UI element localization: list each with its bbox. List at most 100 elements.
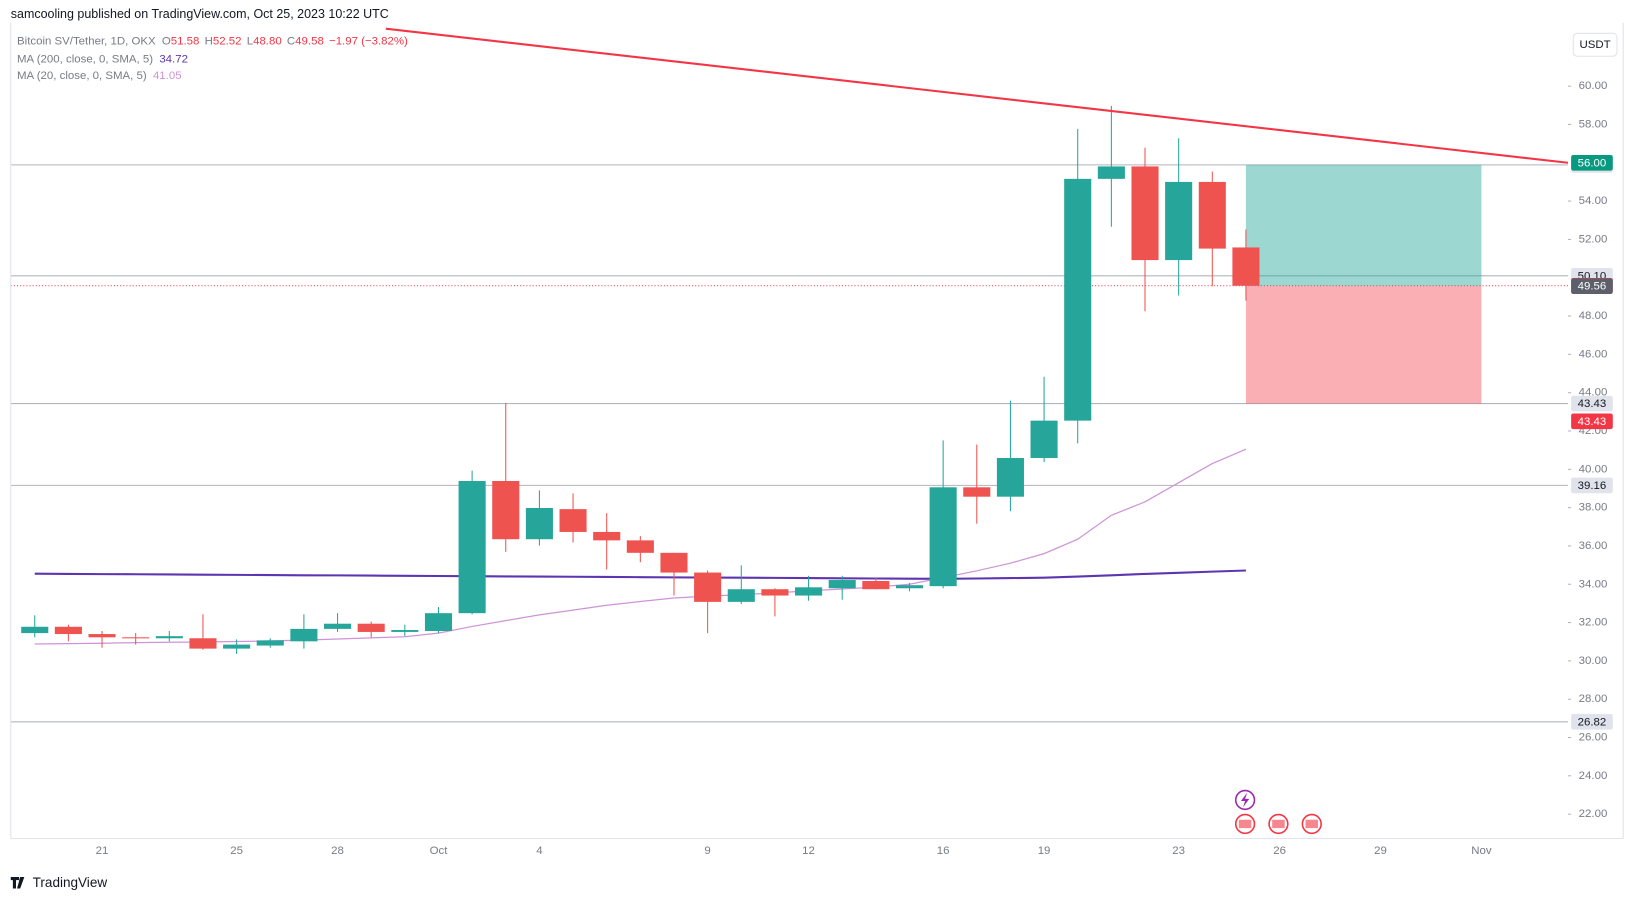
candle-body xyxy=(54,626,82,635)
candle-body xyxy=(862,580,890,590)
ohlc: O51.58 H52.52 L48.80 C49.58 xyxy=(162,36,324,48)
ohlc-key: L xyxy=(247,36,253,48)
x-tick-label: 19 xyxy=(1038,845,1051,857)
flag xyxy=(1272,819,1285,829)
ohlc-value: 51.58 xyxy=(171,36,200,48)
ma-legend: MA (200, close, 0, SMA, 5) 34.72 MA (20, c… xyxy=(17,53,188,82)
x-tick-label: 28 xyxy=(331,845,344,857)
candle-body xyxy=(895,585,924,589)
candle-body xyxy=(189,638,217,649)
candle-body xyxy=(996,457,1024,497)
x-tick-label: 21 xyxy=(96,845,109,857)
candle-body xyxy=(795,587,823,596)
symbol-legend: Bitcoin SV/Tether, 1D, OKX O51.58 H52.52 L4… xyxy=(17,36,408,48)
x-tick-label: 26 xyxy=(1273,845,1286,857)
y-tick-label: 44.00 xyxy=(1579,387,1608,399)
candle-body xyxy=(424,613,453,631)
candle-body xyxy=(828,580,856,589)
candle-body xyxy=(727,589,755,602)
x-tick-label: 9 xyxy=(704,845,710,857)
candle-body xyxy=(223,644,251,649)
candle-body xyxy=(1232,247,1260,286)
moving-average xyxy=(34,569,1246,580)
currency-button[interactable] xyxy=(1572,32,1618,57)
candle-body xyxy=(626,540,654,553)
y-tick-label: 26.00 xyxy=(1579,732,1608,744)
ohlc-value: 49.58 xyxy=(295,36,324,48)
brand-logo xyxy=(10,877,25,889)
price-tag-label: 43.43 xyxy=(1578,416,1607,428)
ma-name: MA (200, close, 0, SMA, 5) xyxy=(17,53,153,65)
event-icons xyxy=(1234,789,1322,835)
y-tick-label: 48.00 xyxy=(1579,310,1608,322)
flag xyxy=(1305,819,1319,829)
flag-icons[interactable] xyxy=(1234,813,1322,835)
price-tag xyxy=(1571,154,1613,171)
y-tick-label: 38.00 xyxy=(1579,502,1608,514)
candle-body xyxy=(1064,178,1092,421)
candle-body xyxy=(1131,166,1159,261)
y-tick-label: 28.00 xyxy=(1579,693,1608,705)
ohlc-value: 52.52 xyxy=(213,36,242,48)
loss-zone xyxy=(1245,286,1482,404)
price-tag-label: 43.43 xyxy=(1578,398,1607,410)
price-tag-label: 26.82 xyxy=(1578,716,1607,728)
y-tick-label: 40.00 xyxy=(1579,463,1608,475)
y-tick-label: 32.00 xyxy=(1579,617,1608,629)
trendline xyxy=(385,27,1569,164)
ma-legend-entry: MA (20, close, 0, SMA, 5) 41.05 xyxy=(17,70,182,82)
ma-name: MA (20, close, 0, SMA, 5) xyxy=(17,70,147,82)
candle-body xyxy=(1030,420,1058,458)
y-tick-label: 36.00 xyxy=(1579,540,1608,552)
ma-legend-entry: MA (200, close, 0, SMA, 5) 34.72 xyxy=(17,53,188,65)
price-tag-label: 49.56 xyxy=(1578,281,1607,293)
brand-name: TradingView xyxy=(33,875,108,890)
profit-zone xyxy=(1245,164,1482,287)
x-tick-label: Oct xyxy=(430,845,449,857)
price-tag xyxy=(1571,477,1613,494)
ohlc-key: C xyxy=(287,36,295,48)
candle-body xyxy=(963,487,991,497)
candle-body xyxy=(694,572,722,602)
price-tag xyxy=(1571,413,1613,430)
plot-area: 60.0058.0054.0052.0048.0046.0044.0042.00… xyxy=(10,27,1613,857)
candle-body xyxy=(761,589,789,596)
ma-value: 34.72 xyxy=(159,53,188,65)
candle-body xyxy=(559,509,587,532)
candle-body xyxy=(391,630,419,632)
ohlc-key: H xyxy=(205,36,213,48)
x-tick-label: Nov xyxy=(1471,845,1492,857)
price-tag xyxy=(1571,713,1613,730)
y-tick-label: 24.00 xyxy=(1579,770,1608,782)
y-tick-label: 54.00 xyxy=(1579,195,1608,207)
y-tick-label: 30.00 xyxy=(1579,655,1608,667)
symbol: Bitcoin SV/Tether, 1D, OKX xyxy=(17,36,156,48)
y-tick-label: 52.00 xyxy=(1579,233,1608,245)
candle-body xyxy=(88,634,116,638)
candle-body xyxy=(525,507,553,540)
candle-body xyxy=(492,480,520,540)
split-icon-bolt xyxy=(1240,792,1250,808)
candle-body xyxy=(155,636,183,639)
price-tag-label: 39.16 xyxy=(1578,480,1607,492)
candle-body xyxy=(1097,166,1125,179)
y-tick-label: 60.00 xyxy=(1579,80,1608,92)
candle-body xyxy=(357,623,385,632)
ma-value: 41.05 xyxy=(153,70,182,82)
currency-label[interactable]: USDT xyxy=(1580,39,1611,51)
y-tick-label: 46.00 xyxy=(1579,348,1608,360)
candle-body xyxy=(660,552,688,573)
published-note: samcooling published on TradingView.com,… xyxy=(11,7,389,21)
candle-body xyxy=(1165,181,1193,261)
change: −1.97 (−3.82%) xyxy=(329,36,408,48)
y-tick-label: 58.00 xyxy=(1579,118,1608,130)
ohlc-value: 48.80 xyxy=(253,36,282,48)
price-tag xyxy=(1571,278,1613,294)
x-tick-label: 16 xyxy=(937,845,950,857)
candle-body xyxy=(929,487,957,587)
ohlc-key: O xyxy=(162,36,171,48)
x-tick-label: 25 xyxy=(230,845,243,857)
